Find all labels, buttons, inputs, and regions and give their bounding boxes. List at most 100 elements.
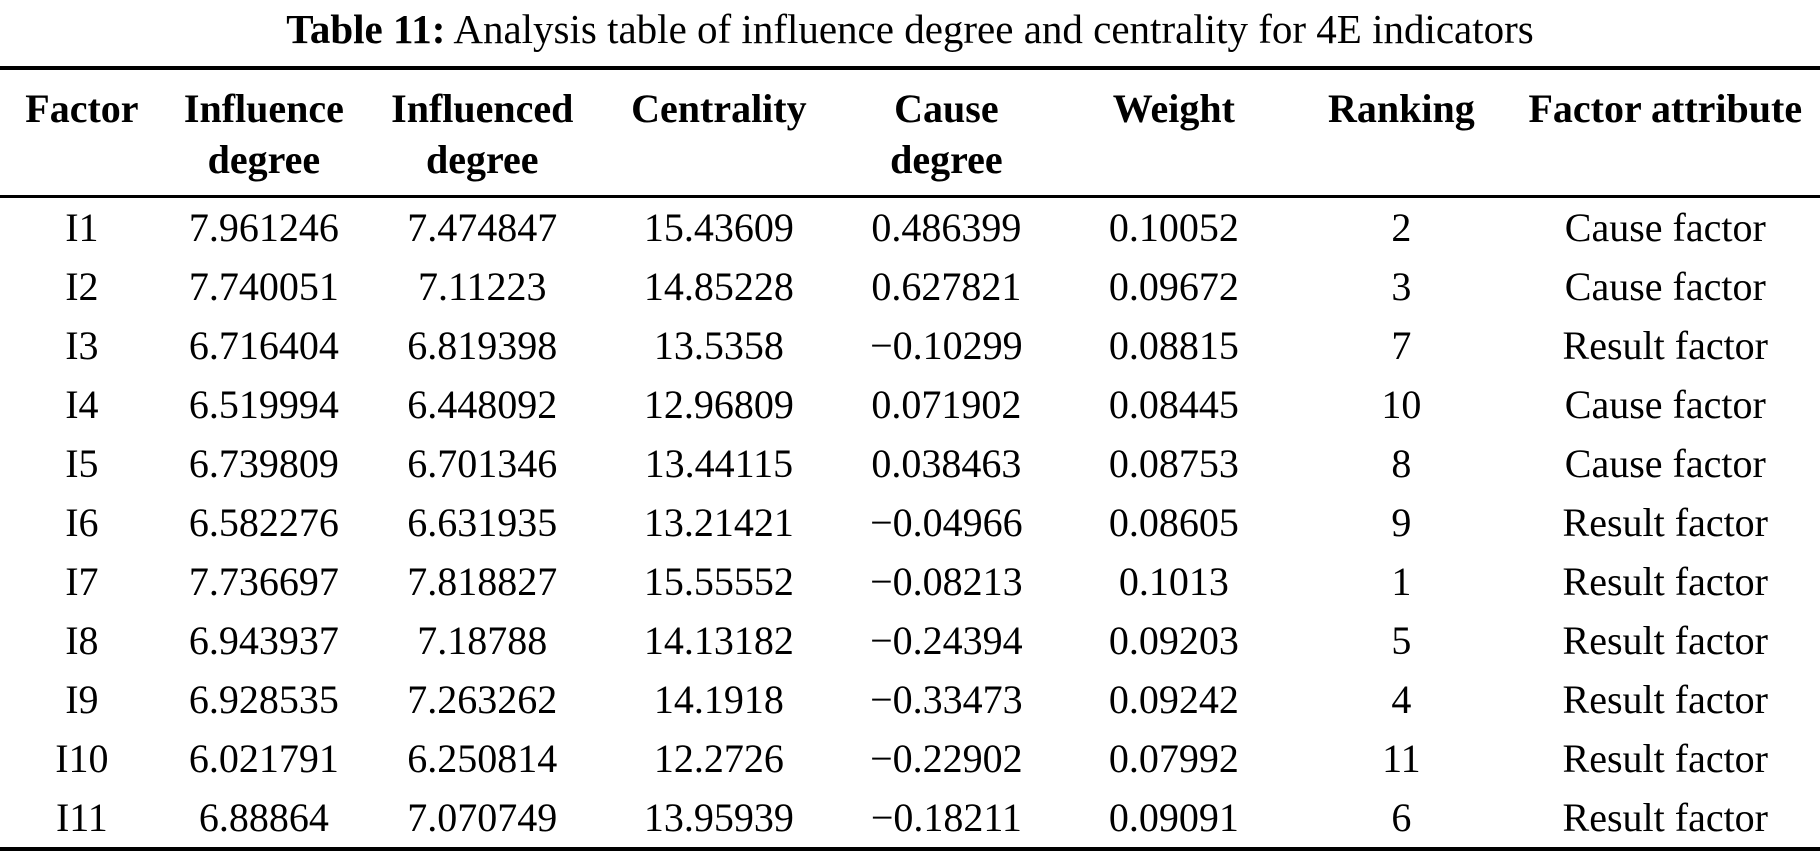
table-cell: 10 bbox=[1381, 382, 1422, 428]
table-cell: 0.08753 bbox=[1108, 441, 1239, 487]
table-cell: I2 bbox=[65, 264, 99, 310]
column-header-cause-degree: Cause degree bbox=[837, 68, 1056, 199]
table-cell: 6.819398 bbox=[407, 323, 558, 369]
table-caption-text: Analysis table of influence degree and c… bbox=[445, 6, 1534, 52]
table-cell: I11 bbox=[55, 795, 108, 841]
table-cell: 6.021791 bbox=[188, 736, 339, 782]
table-cell: 0.071902 bbox=[871, 382, 1022, 428]
table-row: I7 7.736697 7.818827 15.55552 −0.08213 0.1013… bbox=[0, 552, 1820, 611]
table-cell: 6.88864 bbox=[198, 795, 329, 841]
table-cell: 6.631935 bbox=[407, 500, 558, 546]
table-cell: 7.11223 bbox=[418, 264, 547, 310]
table-cell: 13.21421 bbox=[643, 500, 794, 546]
table-row: I8 6.943937 7.18788 14.13182 −0.24394 0.09203… bbox=[0, 611, 1820, 670]
table-cell: I4 bbox=[65, 382, 99, 428]
table-cell: 7 bbox=[1391, 323, 1412, 369]
table-cell: I8 bbox=[65, 618, 99, 664]
table-cell: Result factor bbox=[1562, 736, 1769, 782]
table-cell: 7.740051 bbox=[188, 264, 339, 310]
table-cell: −0.24394 bbox=[870, 618, 1023, 664]
table-cell: Cause factor bbox=[1564, 264, 1766, 310]
table-cell: 0.09672 bbox=[1108, 264, 1239, 310]
table-cell: 0.486399 bbox=[871, 205, 1022, 251]
table-cell: Cause factor bbox=[1564, 382, 1766, 428]
column-header-weight: Weight bbox=[1055, 68, 1293, 199]
table-cell: 0.627821 bbox=[871, 264, 1022, 310]
column-header-factor-attribute: Factor attribute bbox=[1510, 68, 1820, 199]
table-cell: 3 bbox=[1391, 264, 1412, 310]
table-cell: 0.1013 bbox=[1118, 559, 1229, 605]
table-cell: 7.070749 bbox=[407, 795, 558, 841]
table-cell: 6.928535 bbox=[188, 677, 339, 723]
table-cell: Result factor bbox=[1562, 677, 1769, 723]
table-cell: 0.09242 bbox=[1108, 677, 1239, 723]
table-cell: 6.943937 bbox=[188, 618, 339, 664]
table-cell: 6.582276 bbox=[188, 500, 339, 546]
table-cell: −0.33473 bbox=[870, 677, 1023, 723]
table-row: I3 6.716404 6.819398 13.5358 −0.10299 0.08815… bbox=[0, 316, 1820, 375]
table-cell: I5 bbox=[65, 441, 99, 487]
table-row: I11 6.88864 7.070749 13.95939 −0.18211 0.0909… bbox=[0, 788, 1820, 849]
column-header-ranking: Ranking bbox=[1292, 68, 1511, 199]
table-cell: 0.10052 bbox=[1108, 205, 1239, 251]
table-cell: 6.716404 bbox=[188, 323, 339, 369]
table-cell: 4 bbox=[1391, 677, 1412, 723]
table-cell: I3 bbox=[65, 323, 99, 369]
table-cell: 13.5358 bbox=[653, 323, 784, 369]
table-caption-label: Table 11: bbox=[286, 6, 446, 52]
table-cell: 1 bbox=[1391, 559, 1412, 605]
table-cell: 7.818827 bbox=[407, 559, 558, 605]
table-header-row: Factor Influence degree Influenced degre… bbox=[0, 68, 1820, 199]
table-cell: 12.2726 bbox=[653, 736, 784, 782]
table-row: I1 7.961246 7.474847 15.43609 0.486399 0.1005… bbox=[0, 197, 1820, 258]
table-cell: Result factor bbox=[1562, 795, 1769, 841]
table-row: I2 7.740051 7.11223 14.85228 0.627821 0.09672… bbox=[0, 257, 1820, 316]
table-cell: 6 bbox=[1391, 795, 1412, 841]
table-body: I1 7.961246 7.474847 15.43609 0.486399 0.1005… bbox=[0, 197, 1820, 850]
table-row: I5 6.739809 6.701346 13.44115 0.038463 0.0875… bbox=[0, 434, 1820, 493]
table-cell: 7.736697 bbox=[188, 559, 339, 605]
table-cell: 6.250814 bbox=[407, 736, 558, 782]
column-header-influenced-degree: Influenced degree bbox=[363, 68, 601, 199]
table-cell: 15.43609 bbox=[643, 205, 794, 251]
table-cell: I7 bbox=[65, 559, 99, 605]
table-row: I4 6.519994 6.448092 12.96809 0.071902 0.0844… bbox=[0, 375, 1820, 434]
table-cell: 0.038463 bbox=[871, 441, 1022, 487]
table-row: I10 6.021791 6.250814 12.2726 −0.22902 0.0799… bbox=[0, 729, 1820, 788]
table-cell: 15.55552 bbox=[643, 559, 794, 605]
table-cell: I6 bbox=[65, 500, 99, 546]
table-cell: 2 bbox=[1391, 205, 1412, 251]
table-cell: 5 bbox=[1391, 618, 1412, 664]
table-header: Factor Influence degree Influenced degre… bbox=[0, 68, 1820, 199]
table-cell: −0.04966 bbox=[870, 500, 1023, 546]
table-cell: 14.85228 bbox=[643, 264, 794, 310]
table-cell: −0.18211 bbox=[870, 795, 1022, 841]
table-row: I6 6.582276 6.631935 13.21421 −0.04966 0.0860… bbox=[0, 493, 1820, 552]
table-cell: Result factor bbox=[1562, 500, 1769, 546]
table-cell: 7.18788 bbox=[417, 618, 548, 664]
table-cell: 0.09091 bbox=[1108, 795, 1239, 841]
table-cell: 11 bbox=[1382, 736, 1421, 782]
table-cell: 12.96809 bbox=[643, 382, 794, 428]
table-cell: 0.08445 bbox=[1108, 382, 1239, 428]
table-cell: 7.961246 bbox=[188, 205, 339, 251]
table-row: I9 6.928535 7.263262 14.1918 −0.33473 0.09242… bbox=[0, 670, 1820, 729]
table-cell: 0.07992 bbox=[1108, 736, 1239, 782]
table-cell: 13.44115 bbox=[644, 441, 794, 487]
table-cell: I9 bbox=[65, 677, 99, 723]
table-cell: 0.08815 bbox=[1108, 323, 1239, 369]
table-cell: −0.22902 bbox=[870, 736, 1023, 782]
table-cell: 8 bbox=[1391, 441, 1412, 487]
table-cell: 6.448092 bbox=[407, 382, 558, 428]
table-cell: 6.739809 bbox=[188, 441, 339, 487]
table-cell: 0.09203 bbox=[1108, 618, 1239, 664]
table-cell: Cause factor bbox=[1564, 205, 1766, 251]
table-cell: 7.474847 bbox=[407, 205, 558, 251]
table-cell: 6.701346 bbox=[407, 441, 558, 487]
column-header-influence-degree: Influence degree bbox=[163, 68, 364, 199]
table-caption: Table 11: Analysis table of influence de… bbox=[0, 0, 1820, 53]
table-cell: −0.08213 bbox=[870, 559, 1023, 605]
table-cell: Result factor bbox=[1562, 618, 1769, 664]
table-cell: Result factor bbox=[1562, 559, 1769, 605]
